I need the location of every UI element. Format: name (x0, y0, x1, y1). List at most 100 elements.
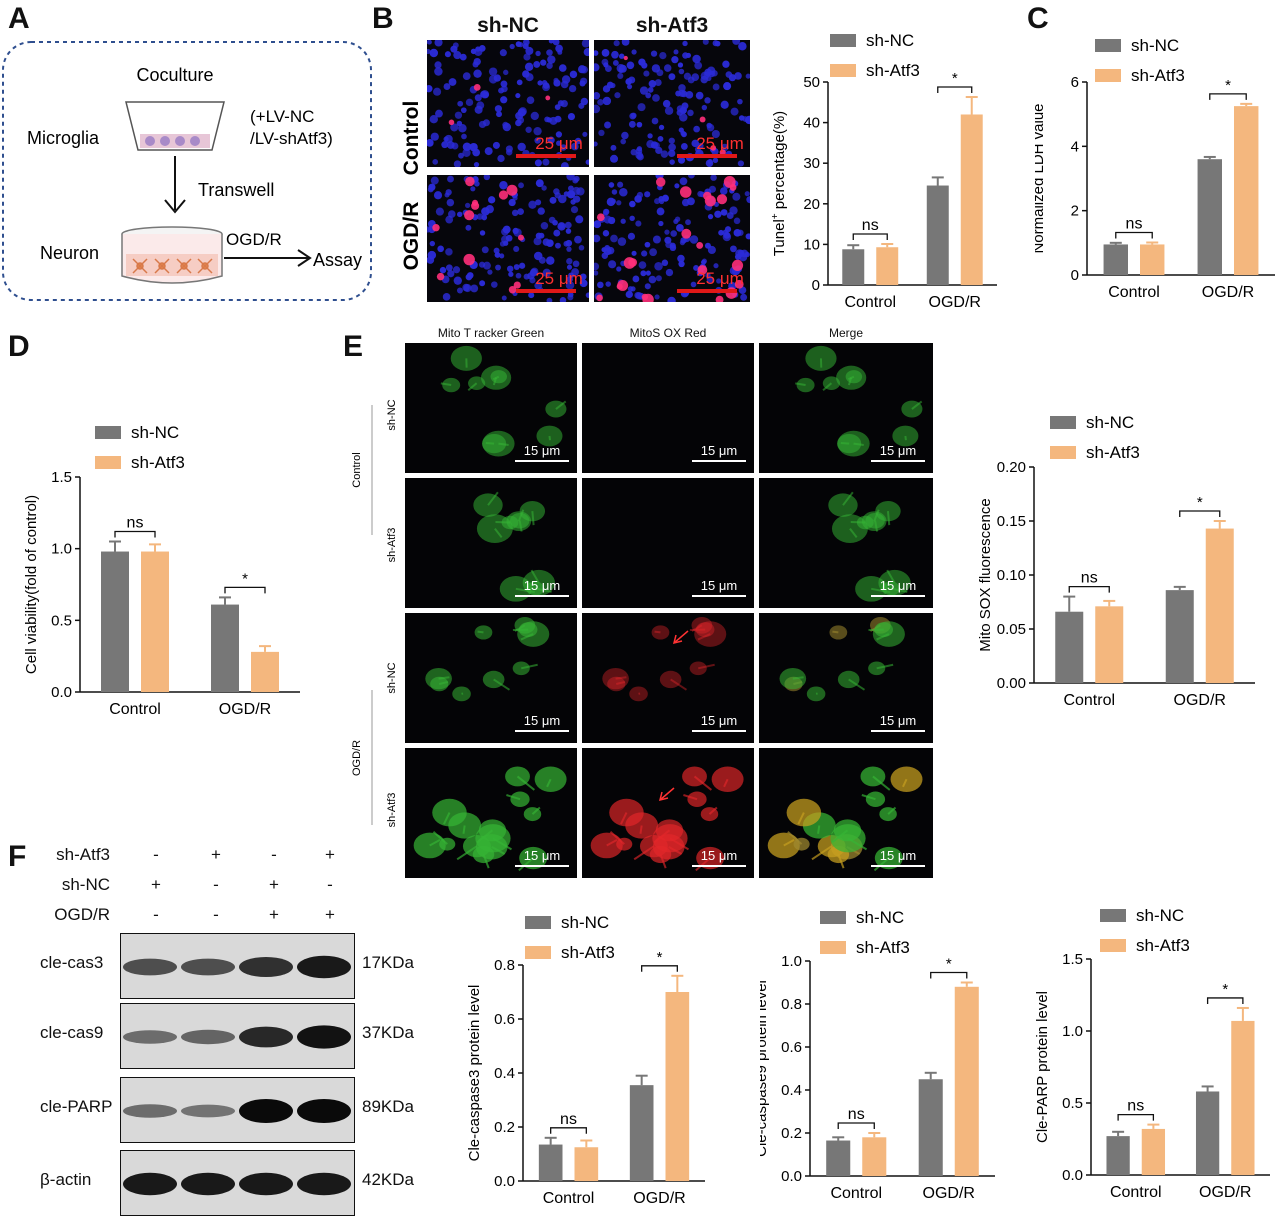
cell-blob (652, 824, 687, 852)
nucleus-dot (597, 99, 603, 105)
nucleus-dot (514, 264, 520, 270)
y-tick-label: 1.5 (1062, 951, 1083, 968)
blot-band (123, 1104, 177, 1118)
blot-protein-label: cle-cas9 (40, 1023, 115, 1043)
nucleus-dot (614, 92, 620, 98)
nucleus-dot (682, 199, 690, 207)
nucleus-dot (629, 201, 636, 208)
nucleus-dot (645, 283, 651, 289)
x-category-label: Control (1110, 1184, 1162, 1201)
scale-bar (871, 595, 925, 597)
y-tick-label: 0.10 (997, 567, 1026, 584)
nucleus-dot (678, 62, 683, 67)
nucleus-dot (489, 67, 497, 75)
legend-label-shatf3: sh-Atf3 (1131, 66, 1185, 85)
y-tick-label: 0.00 (997, 675, 1026, 692)
y-tick-label: 0.0 (494, 1173, 515, 1190)
nucleus-dot (638, 103, 646, 111)
blot-band (239, 1173, 293, 1195)
nucleus-dot (723, 82, 731, 90)
blot-band (297, 1173, 351, 1195)
nucleus-dot (475, 46, 480, 51)
nucleus-dot (576, 187, 584, 195)
y-tick-label: 0.6 (494, 1011, 515, 1028)
nucleus-dot (617, 73, 623, 79)
nucleus-dot (654, 294, 659, 299)
neurite (616, 677, 627, 678)
blot-band (181, 1105, 235, 1118)
significance-bracket (551, 1128, 587, 1134)
nucleus-dot (458, 124, 467, 133)
bar-shatf3-ogdr (251, 652, 279, 692)
nucleus-dot (658, 136, 664, 142)
blot-size-label: 42KDa (362, 1170, 414, 1190)
nucleus-dot (555, 243, 561, 249)
nucleus-dot (527, 272, 534, 279)
tunel-positive-dot (464, 210, 474, 220)
nucleus-dot (454, 276, 462, 284)
condition-mark: - (148, 905, 164, 925)
nucleus-dot (461, 134, 467, 140)
nucleus-dot (610, 83, 615, 88)
significance-bracket (931, 973, 967, 979)
nucleus-dot (473, 69, 481, 77)
scale-bar (515, 730, 569, 732)
nucleus-dot (547, 298, 553, 302)
nucleus-dot (594, 235, 600, 243)
mito-image-r2-c1: 15 μm (405, 478, 577, 608)
b-col-shatf3: sh-Atf3 (594, 14, 750, 38)
nucleus-dot (434, 40, 442, 47)
nucleus-dot (670, 230, 677, 237)
blot-band (297, 1025, 351, 1048)
nucleus-dot (604, 247, 612, 255)
nucleus-dot (626, 78, 632, 84)
scale-bar-label: 15 μm (880, 443, 916, 458)
blot-protein-label: cle-cas3 (40, 953, 115, 973)
legend-swatch-shnc (1100, 909, 1126, 922)
condition-mark: + (148, 875, 164, 895)
cell-blob (787, 799, 821, 827)
nucleus-dot (516, 41, 522, 47)
nucleus-dot (721, 209, 728, 216)
nucleus-dot (652, 118, 659, 125)
y-tick-label: 0.8 (781, 996, 802, 1013)
neurite (793, 677, 804, 678)
blot-band (181, 959, 235, 976)
nucleus-dot (714, 211, 721, 218)
scale-bar-label: 25 μm (535, 134, 583, 153)
e-row-shatf3-ogdr: sh-Atf3 (386, 793, 398, 828)
nucleus-dot (445, 216, 453, 224)
nucleus-dot (582, 132, 587, 137)
tunel-positive-dot (705, 195, 716, 206)
nucleus-dot (523, 53, 530, 60)
significance-label: * (1225, 77, 1231, 94)
nucleus-dot (653, 235, 661, 243)
nucleus-dot (582, 40, 589, 48)
nucleus-dot (542, 159, 549, 166)
nucleus-dot (549, 217, 556, 224)
neurite (905, 436, 906, 440)
e-col-merge: Merge (759, 326, 933, 340)
nucleus-dot (626, 291, 633, 298)
cell-blob (690, 661, 707, 675)
bar-shatf3-control (141, 552, 169, 692)
nucleus-dot (513, 246, 519, 252)
chart-f-caspase3: sh-NCsh-Atf30.00.20.40.60.8Cle-caspase3 … (465, 910, 715, 1217)
nucleus-dot (621, 219, 626, 224)
nucleus-dot (513, 228, 519, 234)
nucleus-dot (569, 85, 576, 92)
nucleus-dot (594, 50, 598, 56)
bar-shnc-control (1106, 1136, 1129, 1175)
right-arrow-icon (224, 250, 310, 266)
e-col-mitotracker: Mito T racker Green (405, 326, 577, 340)
scale-bar (677, 154, 737, 158)
nucleus-dot (647, 133, 652, 138)
significance-label: ns (848, 1106, 865, 1123)
mito-image-r4-c1: 15 μm (405, 748, 577, 878)
nucleus-dot (527, 96, 535, 104)
bar-shnc-control (101, 552, 129, 692)
condition-mark: + (322, 905, 338, 925)
nucleus-dot (517, 80, 523, 86)
y-tick-label: 50 (803, 74, 820, 91)
